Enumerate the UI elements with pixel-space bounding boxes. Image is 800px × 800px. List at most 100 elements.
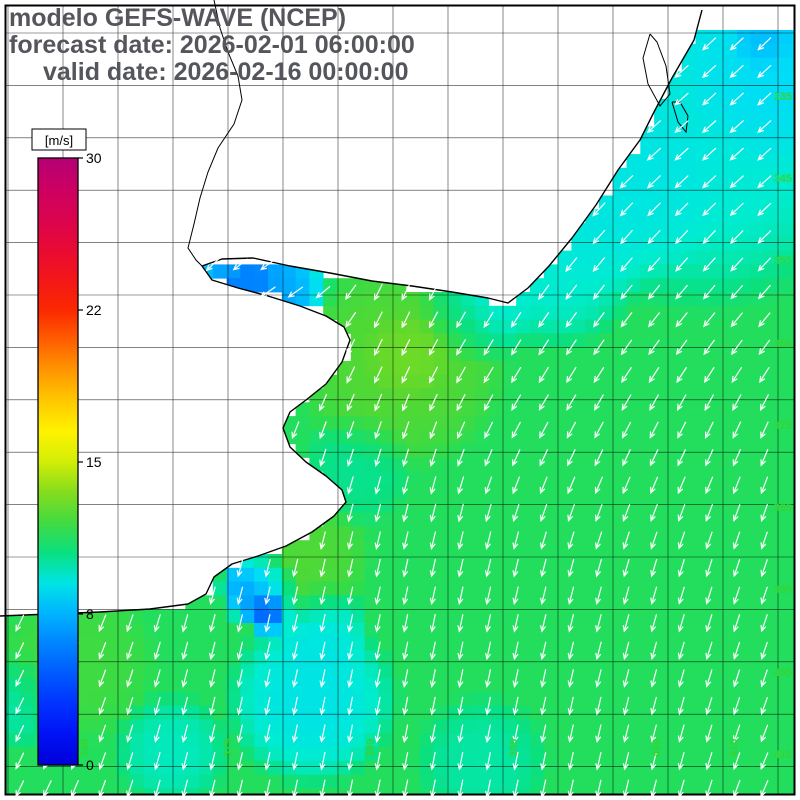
wind-cell	[736, 650, 752, 665]
wind-cell	[709, 443, 724, 458]
wind-cell	[268, 664, 283, 679]
wind-cell	[461, 774, 476, 789]
wind-arrow	[594, 421, 604, 439]
wind-cell	[626, 429, 641, 445]
wind-arrow	[485, 779, 491, 799]
wind-cell	[750, 361, 765, 376]
wind-cell	[157, 788, 172, 794]
wind-cell	[488, 595, 503, 610]
wind-cell	[654, 747, 669, 762]
wind-cell	[681, 319, 696, 334]
wind-cell	[764, 733, 779, 748]
wind-arrow	[567, 586, 575, 606]
wind-arrow	[675, 339, 688, 356]
wind-cell	[764, 705, 779, 720]
wind-arrow	[649, 449, 659, 467]
wind-arrow	[647, 202, 661, 217]
wind-arrow	[760, 779, 769, 798]
wind-cell	[405, 691, 421, 707]
wind-arrow	[650, 779, 657, 799]
wind-cell	[764, 402, 779, 417]
wind-cell	[640, 402, 655, 417]
wind-cell	[502, 664, 517, 679]
wind-arrow	[402, 613, 409, 633]
wind-cell	[461, 374, 476, 389]
wind-cell	[378, 650, 393, 665]
wind-cell	[654, 416, 669, 431]
wind-cell	[764, 333, 779, 348]
wind-cell	[778, 236, 793, 251]
wind-cell	[585, 664, 600, 679]
wind-cell	[612, 305, 627, 320]
wind-cell	[654, 636, 669, 651]
wind-cell	[764, 774, 779, 789]
wind-cell	[378, 636, 393, 651]
wind-arrow	[650, 586, 658, 606]
wind-cell	[130, 609, 145, 624]
wind-cell	[764, 567, 779, 582]
wind-cell	[681, 595, 696, 610]
wind-cell	[599, 457, 614, 472]
wind-cell	[6, 664, 21, 679]
wind-arrow	[622, 531, 630, 550]
wind-cell	[681, 457, 696, 472]
wind-cell	[102, 705, 117, 720]
wind-cell	[736, 264, 752, 279]
wind-cell	[488, 319, 503, 334]
wind-cell	[654, 264, 669, 279]
wind-cell	[709, 181, 724, 196]
wind-arrow	[429, 586, 436, 606]
wind-arrow	[98, 697, 107, 716]
wind-cell	[543, 733, 558, 748]
wind-cell	[654, 788, 669, 794]
wind-cell	[557, 581, 572, 596]
wind-arrow	[485, 641, 492, 661]
wind-cell	[626, 292, 641, 307]
wind-cell	[461, 788, 476, 794]
wind-cell	[447, 498, 462, 514]
wind-cell	[543, 319, 558, 334]
wind-cell	[723, 788, 738, 794]
wind-cell	[585, 333, 600, 348]
wind-arrow	[677, 421, 687, 439]
wind-arrow	[345, 311, 357, 328]
wind-arrow	[181, 641, 189, 661]
wind-cell	[778, 347, 793, 362]
wind-cell	[295, 636, 310, 651]
wind-cell	[378, 733, 393, 748]
wind-cell	[612, 636, 627, 651]
wind-cell	[571, 236, 586, 251]
wind-cell	[295, 719, 310, 734]
wind-cell	[502, 319, 517, 334]
wind-cell	[709, 581, 724, 596]
wind-arrow	[402, 503, 409, 523]
wind-cell	[667, 554, 683, 569]
wind-cell	[433, 292, 448, 307]
wind-cell	[419, 319, 434, 334]
wind-cell	[405, 374, 421, 389]
wind-cell	[199, 774, 214, 789]
wind-arrow	[374, 586, 381, 606]
wind-arrow	[593, 394, 604, 411]
wind-cell	[681, 788, 696, 794]
wind-cell	[254, 719, 269, 734]
wind-arrow	[621, 421, 632, 439]
wind-arrow	[760, 724, 769, 743]
wind-cell	[654, 154, 669, 169]
wind-cell	[516, 609, 531, 624]
wind-arrow	[703, 339, 715, 356]
wind-arrow	[374, 366, 383, 384]
wind-arrow	[622, 779, 630, 799]
wind-cell	[640, 498, 655, 514]
wind-cell	[792, 733, 794, 748]
wind-cell	[199, 719, 214, 734]
wind-arrow	[346, 393, 355, 412]
wind-cell	[350, 595, 365, 610]
wind-cell	[323, 774, 338, 789]
wind-arrow	[675, 284, 688, 300]
wind-cell	[543, 457, 558, 472]
wind-cell	[516, 774, 531, 789]
wind-cell	[433, 498, 448, 514]
wind-cell	[502, 526, 517, 541]
wind-cell	[723, 691, 738, 707]
